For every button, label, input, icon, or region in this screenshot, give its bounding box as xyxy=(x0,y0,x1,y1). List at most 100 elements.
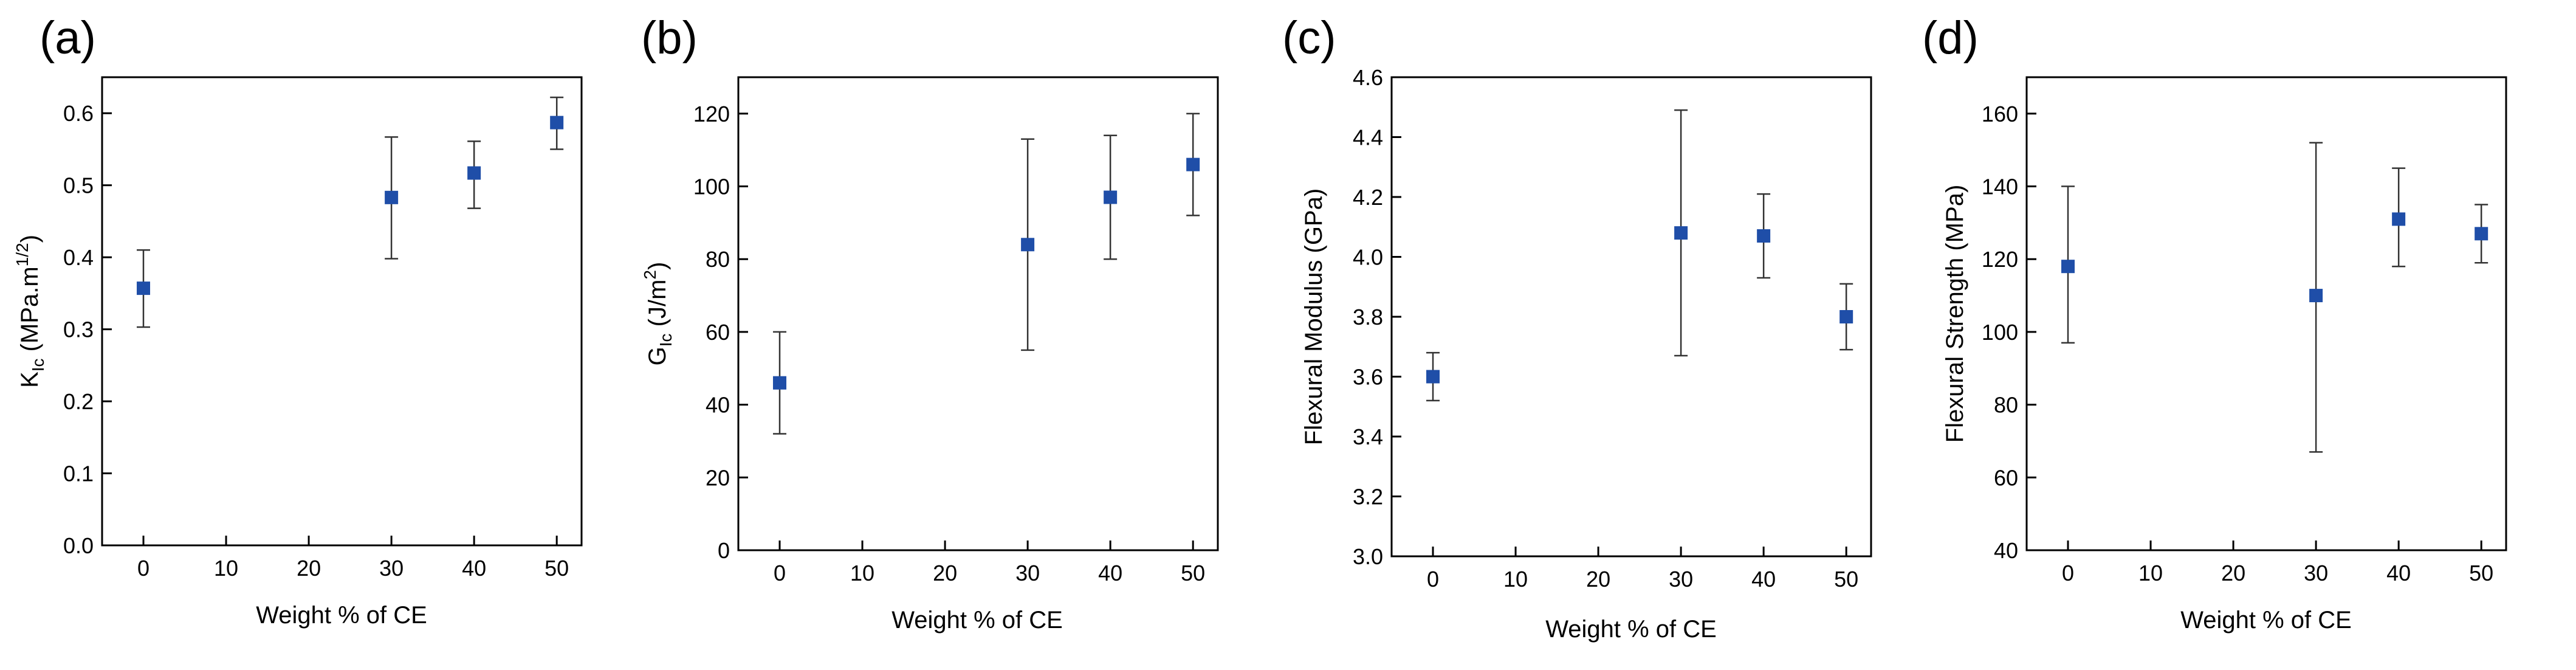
x-tick-label: 0 xyxy=(1427,567,1439,592)
panel-a-xticks: 0 10 20 30 40 50 xyxy=(137,536,569,581)
panel-d-frame xyxy=(2025,76,2507,551)
panel-c-label: (c) xyxy=(1282,12,1336,64)
x-tick-label: 30 xyxy=(1015,561,1040,585)
x-tick-label: 30 xyxy=(1669,567,1693,592)
panel-c-x-axis-title: Weight % of CE xyxy=(1545,616,1717,643)
x-tick-label: 0 xyxy=(137,556,149,581)
data-point xyxy=(2061,260,2075,274)
x-tick-label: 40 xyxy=(462,556,486,581)
panel-d: (d) 40 60 80 100 120 140 160 0 10 20 30 40 50 Weigh… xyxy=(1922,12,2507,634)
data-point xyxy=(1839,310,1853,323)
panel-b-ylabel-end: ) xyxy=(644,262,671,270)
panel-c-xticks: 0 10 20 30 40 50 xyxy=(1427,547,1858,592)
panel-b-frame xyxy=(737,76,1219,551)
panel-c-y-axis-title: Flexural Modulus (GPa) xyxy=(1300,188,1327,445)
y-tick-label: 80 xyxy=(1994,393,2018,418)
y-tick-label: 0.6 xyxy=(63,101,94,126)
panel-d-y-axis-title: Flexural Strength (MPa) xyxy=(1942,185,1968,443)
panel-b-ylabel-main: G xyxy=(644,347,671,365)
x-tick-label: 40 xyxy=(2386,561,2411,585)
panel-b-y-axis-title: GIc (J/m2) xyxy=(641,262,675,366)
x-tick-label: 50 xyxy=(1181,561,1205,585)
panel-a-points xyxy=(137,96,564,328)
x-tick-label: 10 xyxy=(214,556,238,581)
x-tick-label: 20 xyxy=(933,561,957,585)
x-tick-label: 50 xyxy=(2469,561,2493,585)
panel-b-label: (b) xyxy=(641,12,698,64)
panel-a: (a) 0.0 0.1 0.2 0.3 0.4 0.5 0.6 0 10 20 30 40 50 We… xyxy=(13,12,583,629)
panel-c-points xyxy=(1426,109,1853,402)
panel-c-frame xyxy=(1390,76,1872,558)
y-tick-label: 120 xyxy=(1982,247,2018,272)
y-tick-label: 4.2 xyxy=(1353,185,1383,210)
y-tick-label: 0.1 xyxy=(63,461,94,486)
data-point xyxy=(550,116,564,130)
y-tick-label: 4.0 xyxy=(1353,245,1383,270)
x-tick-label: 50 xyxy=(1834,567,1858,592)
x-tick-label: 20 xyxy=(297,556,321,581)
panel-b-ylabel-rest: (J/m xyxy=(644,280,671,334)
y-tick-label: 3.2 xyxy=(1353,485,1383,509)
panel-d-x-axis-title: Weight % of CE xyxy=(2180,607,2352,634)
y-tick-label: 140 xyxy=(1982,174,2018,199)
y-tick-label: 60 xyxy=(706,320,730,345)
y-tick-label: 3.4 xyxy=(1353,424,1383,449)
data-point xyxy=(467,166,481,180)
y-tick-label: 100 xyxy=(1982,320,2018,345)
data-point xyxy=(1104,190,1118,204)
x-tick-label: 10 xyxy=(850,561,874,585)
x-tick-label: 30 xyxy=(2304,561,2328,585)
y-tick-label: 3.6 xyxy=(1353,365,1383,390)
panel-c-yticks: 3.0 3.2 3.4 3.6 3.8 4.0 4.2 4.4 4.6 xyxy=(1353,65,1401,569)
y-tick-label: 0.2 xyxy=(63,389,94,414)
y-tick-label: 0.4 xyxy=(63,245,94,270)
x-tick-label: 20 xyxy=(2221,561,2245,585)
y-tick-label: 160 xyxy=(1982,102,2018,126)
y-tick-label: 20 xyxy=(706,465,730,490)
panel-c: (c) 3.0 3.2 3.4 3.6 3.8 4.0 4.2 4.4 4.6 0 10 20 30 4… xyxy=(1282,12,1872,643)
x-tick-label: 10 xyxy=(2138,561,2163,585)
data-point xyxy=(137,281,151,295)
y-tick-label: 4.6 xyxy=(1353,65,1383,90)
y-tick-label: 3.8 xyxy=(1353,305,1383,330)
y-tick-label: 3.0 xyxy=(1353,544,1383,569)
panel-b-x-axis-title: Weight % of CE xyxy=(891,607,1063,634)
y-tick-label: 0.0 xyxy=(63,533,94,558)
data-point xyxy=(385,190,399,204)
y-tick-label: 120 xyxy=(693,102,730,126)
panel-a-x-axis-title: Weight % of CE xyxy=(256,602,427,629)
y-tick-label: 0.5 xyxy=(63,173,94,198)
x-tick-label: 30 xyxy=(379,556,404,581)
panel-a-ylabel-main: K xyxy=(16,371,43,388)
data-point xyxy=(2309,289,2323,303)
x-tick-label: 40 xyxy=(1751,567,1776,592)
panel-a-frame xyxy=(101,76,583,547)
panel-b-points xyxy=(773,112,1200,435)
y-tick-label: 80 xyxy=(706,247,730,272)
panel-a-ylabel-sup: 1/2 xyxy=(13,243,32,266)
data-point xyxy=(1757,229,1771,243)
y-tick-label: 100 xyxy=(693,174,730,199)
panel-d-points xyxy=(2061,142,2488,453)
panel-a-ylabel-end: ) xyxy=(16,235,43,243)
data-point xyxy=(2475,227,2488,241)
panel-b-xticks: 0 10 20 30 40 50 xyxy=(774,540,1205,585)
y-tick-label: 4.4 xyxy=(1353,125,1383,150)
data-point xyxy=(773,376,787,390)
panel-a-ylabel-sub: Ic xyxy=(29,358,47,371)
panel-b-yticks: 0 20 40 60 80 100 120 xyxy=(693,102,748,563)
y-tick-label: 0.3 xyxy=(63,317,94,342)
panel-b-ylabel-sup: 2 xyxy=(641,270,659,280)
panel-d-label: (d) xyxy=(1922,12,1979,64)
panel-d-yticks: 40 60 80 100 120 140 160 xyxy=(1982,102,2036,563)
y-tick-label: 0 xyxy=(718,538,730,563)
data-point xyxy=(1186,157,1200,171)
x-tick-label: 20 xyxy=(1586,567,1610,592)
data-point xyxy=(1674,226,1688,240)
panel-b: (b) 0 20 40 60 80 100 120 0 10 20 30 40 50 Weight %… xyxy=(641,12,1219,634)
x-tick-label: 0 xyxy=(774,561,786,585)
x-tick-label: 40 xyxy=(1098,561,1122,585)
panel-d-xticks: 0 10 20 30 40 50 xyxy=(2062,540,2493,585)
data-point xyxy=(1426,370,1440,384)
